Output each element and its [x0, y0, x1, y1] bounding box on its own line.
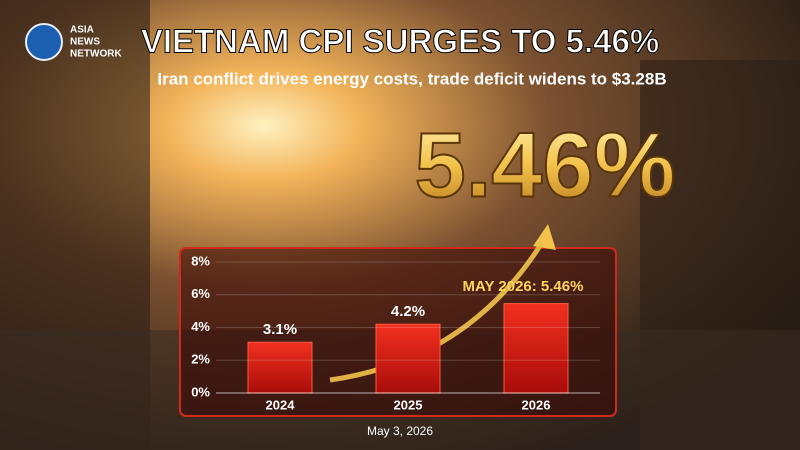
logo-text: NEWS [70, 37, 100, 48]
bar [247, 341, 313, 394]
headline-figure: 5.46% [415, 114, 676, 216]
annotation: MAY 2026: 5.46% [463, 278, 584, 295]
y-tick-label: 4% [191, 319, 210, 334]
subtitle: Iran conflict drives energy costs, trade… [157, 69, 666, 88]
y-tick-label: 8% [191, 253, 210, 268]
arrow-head [533, 224, 556, 250]
x-tick-label: 2025 [394, 397, 423, 412]
title: VIETNAM CPI SURGES TO 5.46% [141, 23, 659, 60]
bar [375, 323, 441, 394]
logo-text: ASIA [70, 25, 94, 36]
value-label: 4.2% [391, 303, 425, 320]
value-label: 3.1% [263, 321, 297, 338]
logo-globe [25, 23, 63, 61]
logo-text: NETWORK [70, 49, 122, 60]
y-tick-label: 6% [191, 286, 210, 301]
y-tick-label: 0% [191, 384, 210, 399]
date: May 3, 2026 [367, 424, 433, 438]
bar [503, 303, 569, 394]
trend-arrow [329, 236, 548, 383]
x-tick-label: 2026 [522, 397, 551, 412]
x-tick-label: 2024 [266, 397, 296, 412]
y-tick-label: 2% [191, 352, 210, 367]
